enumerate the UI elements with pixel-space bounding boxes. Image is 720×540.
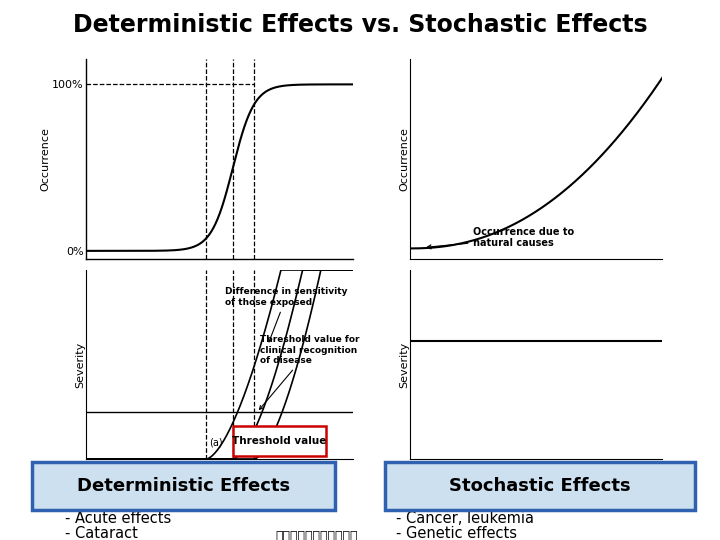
Y-axis label: Severity: Severity bbox=[75, 341, 85, 388]
Y-axis label: Occurrence: Occurrence bbox=[40, 127, 50, 191]
FancyBboxPatch shape bbox=[233, 426, 326, 456]
Text: Threshold value: Threshold value bbox=[233, 436, 327, 446]
Text: Deterministic Effects vs. Stochastic Effects: Deterministic Effects vs. Stochastic Eff… bbox=[73, 14, 647, 37]
Text: - Cancer, leukemia: - Cancer, leukemia bbox=[396, 511, 534, 526]
Text: - Genetic effects: - Genetic effects bbox=[396, 526, 517, 540]
Text: Difference in sensitivity
of those exposed: Difference in sensitivity of those expos… bbox=[225, 287, 348, 342]
Text: (b): (b) bbox=[235, 437, 249, 448]
Text: 大学等放射線施設協議会: 大学等放射線施設協議会 bbox=[276, 530, 358, 540]
Y-axis label: Severity: Severity bbox=[399, 341, 409, 388]
Y-axis label: Occurrence: Occurrence bbox=[399, 127, 409, 191]
Text: Deterministic Effects: Deterministic Effects bbox=[77, 477, 290, 495]
Text: Stochastic Effects: Stochastic Effects bbox=[449, 477, 631, 495]
X-axis label: Exposure dose: Exposure dose bbox=[493, 463, 580, 476]
Text: Threshold value for
clinical recognition
of disease: Threshold value for clinical recognition… bbox=[259, 335, 359, 409]
X-axis label: Exposure dose: Exposure dose bbox=[176, 463, 263, 476]
Text: (c): (c) bbox=[257, 437, 270, 447]
Text: - Acute effects: - Acute effects bbox=[65, 511, 171, 526]
Text: Occurrence due to
natural causes: Occurrence due to natural causes bbox=[427, 227, 575, 249]
Text: (a): (a) bbox=[209, 438, 222, 448]
Text: - Cataract: - Cataract bbox=[65, 526, 138, 540]
